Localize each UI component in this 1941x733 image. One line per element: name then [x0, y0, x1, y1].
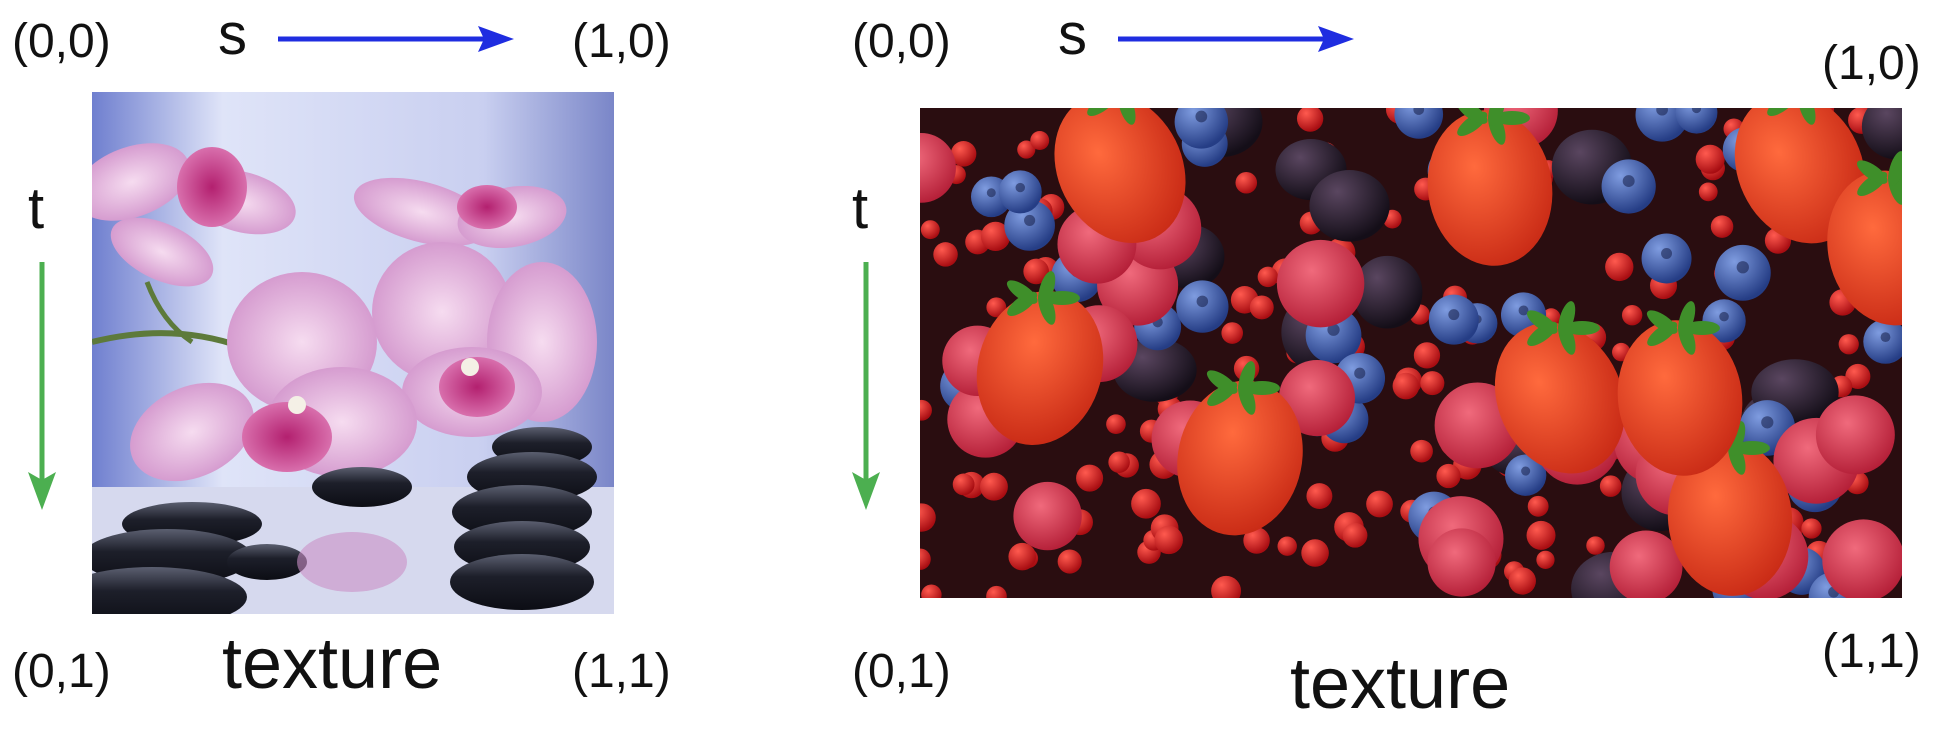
- corner-label-top-left: (0,0): [12, 15, 111, 68]
- corner-label-bottom-right: (1,1): [572, 645, 671, 698]
- corner-label-top-left: (0,0): [852, 15, 951, 68]
- berries-image-art: [920, 108, 1902, 598]
- s-axis-label: s: [1058, 2, 1087, 67]
- t-axis-label: t: [852, 176, 869, 241]
- orchid-stones-photo: [92, 92, 614, 614]
- corner-label-top-right: (1,0): [572, 15, 671, 68]
- s-axis-arrow: [278, 26, 514, 52]
- corner-label-top-right: (1,0): [1822, 37, 1921, 90]
- s-axis-arrow: [1118, 26, 1354, 52]
- t-axis-label: t: [28, 176, 45, 241]
- corner-label-bottom-right: (1,1): [1822, 625, 1921, 678]
- corner-label-bottom-left: (0,1): [852, 645, 951, 698]
- texture-caption: texture: [222, 624, 443, 704]
- s-axis-label: s: [218, 2, 247, 67]
- texture-caption: texture: [1290, 644, 1511, 724]
- t-axis-arrow: [852, 262, 880, 510]
- berries-photo: [920, 108, 1902, 598]
- t-axis-arrow: [28, 262, 56, 510]
- orchid-image-art: [92, 92, 614, 614]
- corner-label-bottom-left: (0,1): [12, 645, 111, 698]
